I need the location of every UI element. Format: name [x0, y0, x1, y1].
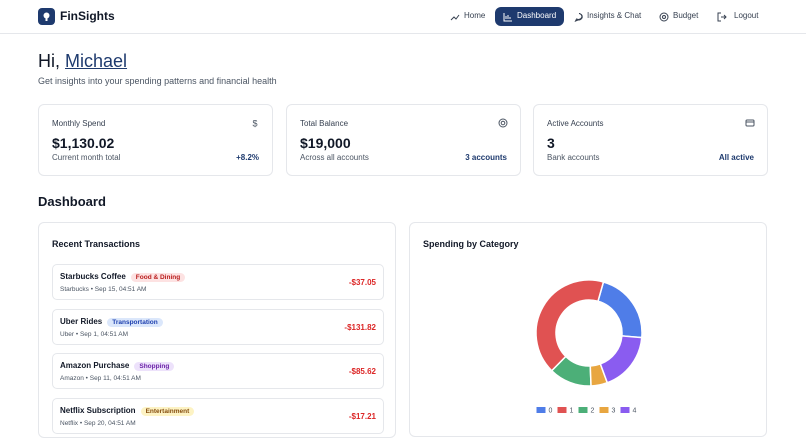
- icon: [745, 119, 755, 127]
- donut-segment: [535, 279, 605, 372]
- category-tag: Shopping: [134, 362, 175, 371]
- transaction-item[interactable]: Amazon Purchase Shopping Amazon • Sep 11, …: [52, 353, 384, 389]
- greeting: Hi, Michael: [38, 51, 127, 72]
- section-title: Dashboard: [38, 194, 106, 209]
- transaction-amount: -$85.62: [348, 367, 376, 376]
- chart-panel: Spending by Category 0 1 2 3 4: [409, 222, 767, 437]
- transaction-item[interactable]: Starbucks Coffee Food & Dining Starbucks •…: [52, 264, 384, 300]
- transactions-panel: Recent Transactions Starbucks Coffee Food…: [38, 222, 396, 438]
- card-value: $19,000: [300, 135, 351, 151]
- legend-swatch: [578, 407, 588, 413]
- nav-link[interactable]: Insights & Chat: [587, 11, 642, 20]
- card-badge: +8.2%: [236, 153, 259, 162]
- transaction-name: Starbucks Coffee: [60, 272, 126, 281]
- legend-label: 0: [549, 408, 553, 415]
- transaction-amount: -$37.05: [348, 278, 376, 287]
- icon: [450, 14, 460, 21]
- transaction-name-row: Amazon Purchase Shopping: [60, 361, 175, 371]
- legend-swatch: [557, 407, 567, 413]
- icon: [503, 13, 512, 22]
- icon: [717, 12, 727, 22]
- donut-segment: [599, 335, 643, 384]
- panel-title: Recent Transactions: [52, 239, 141, 249]
- stat-card: Monthly Spend $ $1,130.02 Current month …: [38, 104, 273, 176]
- card-badge: All active: [718, 153, 754, 162]
- icon: [574, 13, 583, 22]
- category-tag: Entertainment: [140, 407, 195, 416]
- transaction-name: Netflix Subscription: [60, 406, 136, 415]
- legend-label: 1: [570, 408, 574, 415]
- card-badge: 3 accounts: [465, 153, 507, 162]
- donut-segment: [597, 281, 643, 339]
- transaction-name-row: Starbucks Coffee Food & Dining: [60, 272, 186, 282]
- transaction-name-row: Uber Rides Transportation: [60, 317, 163, 327]
- card-label: Active Accounts: [547, 119, 604, 128]
- stat-card: Total Balance $19,000 Across all account…: [286, 104, 521, 176]
- icon: [659, 12, 669, 22]
- transaction-meta: Uber • Sep 1, 04:51 AM: [60, 331, 129, 338]
- card-note: Bank accounts: [547, 153, 600, 162]
- subtitle: Get insights into your spending patterns…: [38, 76, 277, 86]
- transaction-item[interactable]: Uber Rides Transportation Uber • Sep 1, 04…: [52, 309, 384, 345]
- user-name[interactable]: Michael: [65, 51, 128, 71]
- transaction-name: Uber Rides: [60, 317, 103, 326]
- category-tag: Transportation: [107, 318, 163, 327]
- card-label: Monthly Spend: [52, 119, 106, 128]
- legend-label: 3: [612, 408, 616, 415]
- card-value: $1,130.02: [52, 135, 115, 151]
- chart: 0 1 2 3 4: [535, 279, 643, 415]
- transaction-item[interactable]: Netflix Subscription Entertainment Netflix…: [52, 398, 384, 434]
- category-tag: Food & Dining: [130, 273, 186, 282]
- transaction-meta: Netflix • Sep 20, 04:51 AM: [60, 420, 136, 427]
- legend-swatch: [536, 407, 546, 413]
- brand[interactable]: FinSights: [60, 9, 115, 23]
- legend-swatch: [620, 407, 630, 413]
- transaction-name: Amazon Purchase: [60, 361, 130, 370]
- card-note: Across all accounts: [300, 153, 369, 162]
- navbar: FinSights Home Dashboard Insights & Chat…: [0, 0, 806, 34]
- chart-title: Spending by Category: [423, 239, 519, 249]
- transaction-amount: -$17.21: [348, 412, 376, 421]
- logo[interactable]: [38, 8, 55, 25]
- nav-link[interactable]: Home: [464, 11, 486, 20]
- transaction-name-row: Netflix Subscription Entertainment: [60, 406, 195, 416]
- svg-text:$: $: [252, 119, 257, 129]
- transaction-meta: Starbucks • Sep 15, 04:51 AM: [60, 286, 147, 293]
- greeting-hi: Hi,: [38, 51, 60, 71]
- card-note: Current month total: [52, 153, 121, 162]
- nav-link-active[interactable]: Dashboard: [517, 11, 557, 20]
- transaction-meta: Amazon • Sep 11, 04:51 AM: [60, 375, 141, 382]
- legend-swatch: [599, 407, 609, 413]
- card-value: 3: [547, 135, 555, 151]
- icon: $: [252, 119, 257, 129]
- legend-label: 2: [591, 408, 595, 415]
- active-nav-bg: [495, 7, 564, 26]
- icon: [498, 118, 508, 128]
- nav-link[interactable]: Logout: [734, 11, 759, 20]
- card-label: Total Balance: [300, 119, 349, 128]
- nav-link[interactable]: Budget: [673, 11, 699, 20]
- stat-card: Active Accounts 3 Bank accounts All acti…: [533, 104, 768, 176]
- transaction-amount: -$131.82: [344, 323, 376, 332]
- legend-label: 4: [633, 408, 637, 415]
